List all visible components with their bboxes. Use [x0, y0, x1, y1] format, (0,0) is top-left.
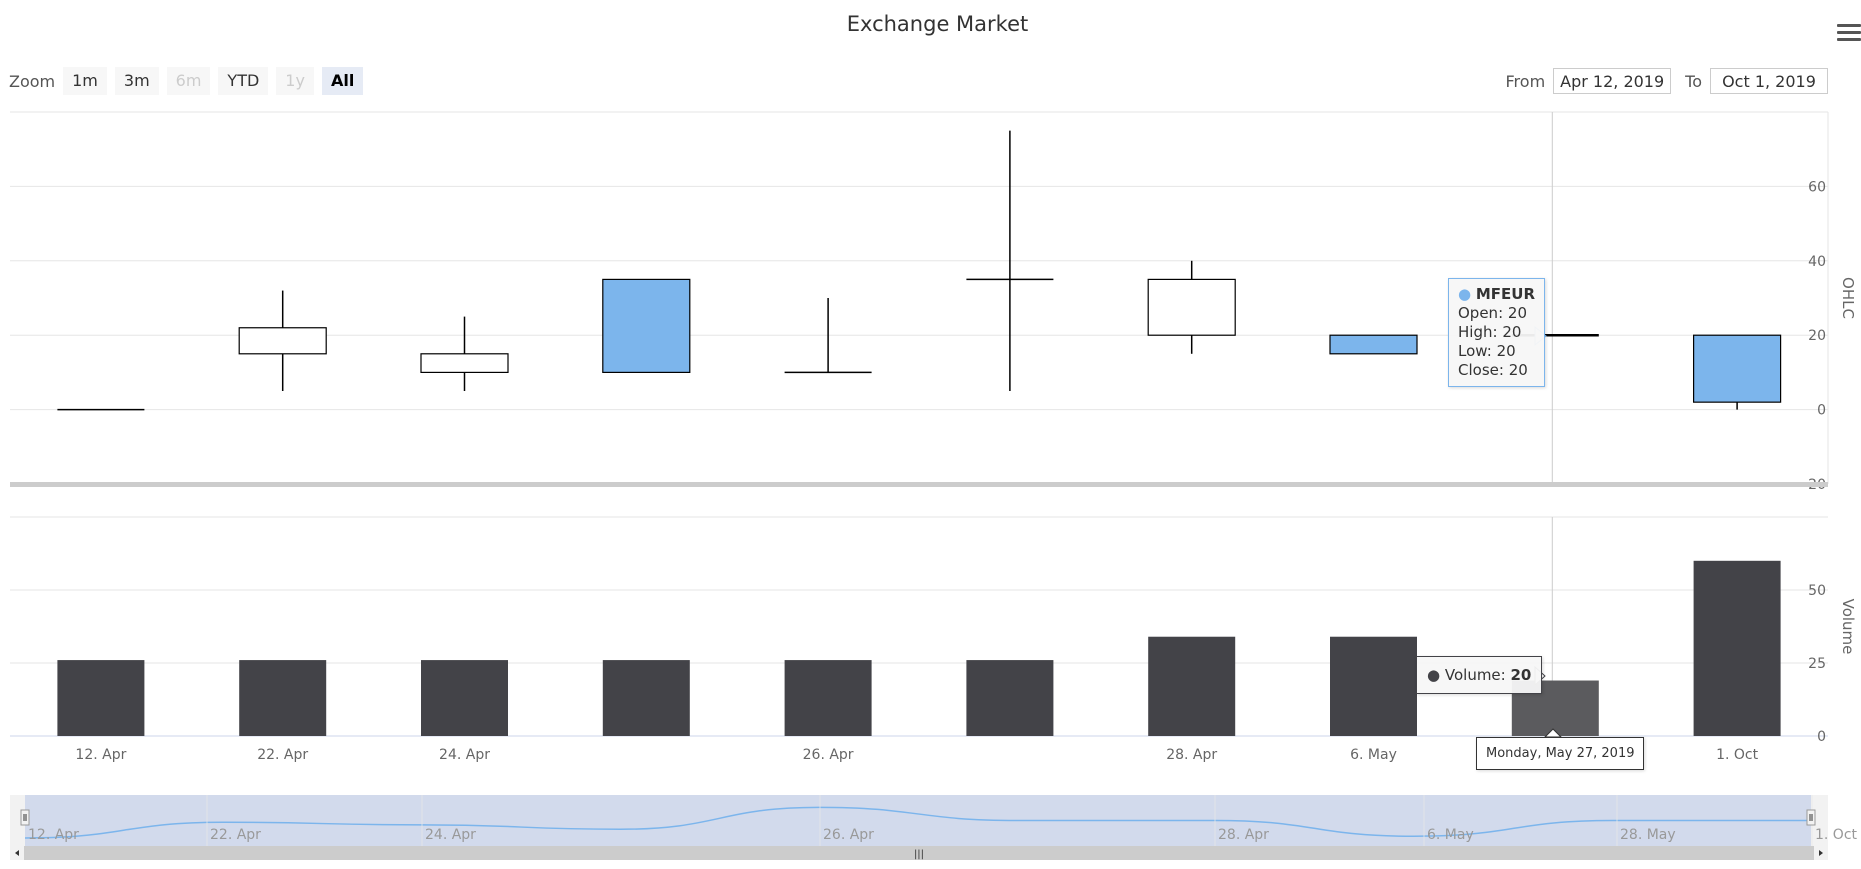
zoom-all-button[interactable]: All [321, 67, 364, 95]
zoom-ytd-button[interactable]: YTD [218, 67, 269, 95]
scrollbar-grip-text: ||| [914, 849, 924, 860]
series-dot-icon: ● [1458, 285, 1472, 303]
volume-bar [602, 660, 690, 736]
xaxis-tick-label: 22. Apr [257, 747, 308, 763]
volume-bar [57, 660, 145, 736]
tooltip-series-name: MFEUR [1475, 285, 1536, 303]
scrollbar-left-arrow-icon[interactable] [15, 850, 19, 856]
volume-bar [239, 660, 327, 736]
ohlc-axis-title: OHLC [1839, 277, 1857, 319]
xaxis-tick-label: 12. Apr [75, 747, 126, 763]
ohlc-ytick-label: 0 [1817, 403, 1826, 419]
zoom-3m-button[interactable]: 3m [114, 67, 159, 95]
ohlc-ytick-label: 20 [1808, 328, 1826, 344]
to-date-input[interactable] [1710, 68, 1828, 94]
volume-bar [1148, 636, 1236, 736]
navigator-left-handle[interactable] [20, 809, 30, 826]
from-date-input[interactable] [1553, 68, 1672, 94]
navigator-selected-range [25, 795, 1811, 846]
navigator-label: 22. Apr [210, 827, 261, 843]
volume-bar [421, 660, 508, 736]
pane-separator [10, 482, 1828, 487]
volume-tooltip: ● Volume: 20 [1416, 656, 1543, 694]
handle-body [20, 809, 30, 826]
chart-title: Exchange Market [846, 12, 1029, 36]
tooltip-volume-label: Volume: [1444, 666, 1506, 684]
tooltip-close-label: Close: [1458, 361, 1504, 379]
tooltip-open-value: 20 [1507, 304, 1527, 322]
zoom-1m-button[interactable]: 1m [63, 67, 107, 95]
date-tooltip: Monday, May 27, 2019 [1476, 737, 1645, 770]
tooltip-open-label: Open: [1458, 304, 1504, 322]
xaxis-tick-label: 24. Apr [439, 747, 490, 763]
candle-body [1147, 278, 1236, 336]
navigator-right-handle[interactable] [1806, 809, 1816, 826]
volume-dot-icon: ● [1427, 666, 1441, 684]
range-selector: Zoom 1m 3m 6m YTD 1y All [9, 67, 371, 95]
tooltip-low-value: 20 [1496, 342, 1516, 360]
xaxis-tick-label: 28. Apr [1166, 747, 1217, 763]
hamburger-menu-icon[interactable] [1837, 24, 1861, 42]
ohlc-ytick-label: 40 [1808, 254, 1826, 270]
volume-ytick-label: 25 [1808, 656, 1826, 672]
volume-bar [1693, 560, 1781, 736]
scrollbar-thumb[interactable] [24, 846, 1814, 860]
tooltip-close-value: 20 [1508, 361, 1528, 379]
volume-ytick-label: 50 [1808, 583, 1826, 599]
handle-body [1806, 809, 1816, 826]
volume-ytick-label: 0 [1817, 729, 1826, 745]
candle-body [1329, 334, 1418, 355]
zoom-label: Zoom [9, 71, 56, 91]
xaxis-tick-label: 26. Apr [803, 747, 854, 763]
navigator-label: 28. Apr [1218, 827, 1269, 843]
ohlc-tooltip: ● MFEUR Open: 20 High: 20 Low: 20 Close:… [1448, 278, 1546, 387]
tooltip-high-value: 20 [1502, 323, 1522, 341]
volume-bar [966, 660, 1054, 736]
zoom-1y-button[interactable]: 1y [276, 67, 314, 95]
ohlc-ytick-label: 60 [1808, 179, 1826, 195]
tooltip-high-label: High: [1458, 323, 1498, 341]
navigator-label: 24. Apr [425, 827, 476, 843]
navigator-label: 28. May [1620, 827, 1676, 843]
candle-body [420, 353, 509, 373]
navigator-label: 1. Oct [1815, 827, 1858, 843]
navigator-label: 26. Apr [823, 827, 874, 843]
xaxis-tick-label: 1. Oct [1716, 747, 1759, 763]
zoom-6m-button[interactable]: 6m [166, 67, 211, 95]
navigator-series-line [24, 806, 1811, 839]
candle-body [238, 327, 327, 355]
xaxis-tick-label: 6. May [1350, 747, 1397, 763]
date-range-inputs: From To [1492, 68, 1828, 94]
volume-axis-title: Volume [1839, 599, 1857, 655]
volume-bar [784, 660, 872, 736]
from-label: From [1505, 71, 1546, 91]
candle-body [602, 278, 691, 373]
navigator-label: 12. Apr [28, 827, 79, 843]
navigator-label: 6. May [1427, 827, 1474, 843]
scrollbar-right-arrow-icon[interactable] [1819, 850, 1823, 856]
candle-body [1692, 334, 1782, 403]
volume-bar [1330, 636, 1417, 736]
tooltip-low-label: Low: [1458, 342, 1492, 360]
tooltip-date-text: Monday, May 27, 2019 [1486, 746, 1635, 761]
to-label: To [1685, 71, 1702, 91]
tooltip-volume-value: 20 [1510, 666, 1532, 684]
